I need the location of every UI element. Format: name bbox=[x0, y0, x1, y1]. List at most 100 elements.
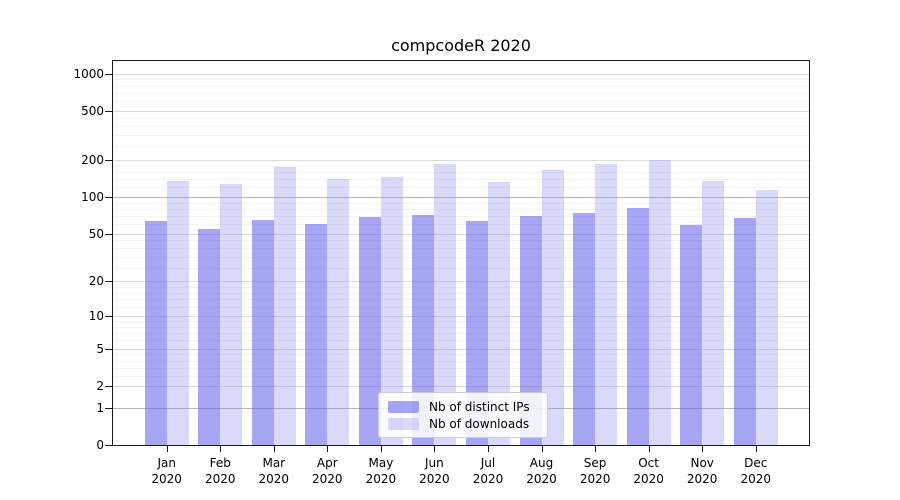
x-tick-month: Jan bbox=[157, 456, 176, 470]
y-tick-mark bbox=[105, 445, 112, 446]
bar-distinct-ips bbox=[358, 216, 381, 445]
grid-major-line bbox=[113, 348, 809, 350]
x-tick-year: 2020 bbox=[312, 472, 343, 486]
x-tick-label: Sep 2020 bbox=[563, 455, 627, 487]
x-tick-year: 2020 bbox=[419, 472, 450, 486]
bar-downloads bbox=[327, 179, 350, 445]
x-tick-year: 2020 bbox=[151, 472, 182, 486]
grid-minor-line bbox=[113, 145, 809, 147]
x-tick-month: Dec bbox=[744, 456, 768, 470]
bar-distinct-ips bbox=[519, 215, 542, 445]
bar-downloads bbox=[541, 170, 564, 445]
x-tick-mark bbox=[273, 446, 275, 452]
grid-minor-line bbox=[113, 360, 809, 362]
grid-major-line bbox=[113, 233, 809, 235]
x-tick-mark bbox=[488, 446, 489, 452]
grid-minor-line bbox=[113, 208, 809, 210]
x-tick-label: Jan 2020 bbox=[135, 455, 199, 487]
x-tick-month: Sep bbox=[583, 456, 607, 470]
bar-distinct-ips bbox=[412, 215, 435, 445]
grid-minor-line bbox=[113, 367, 809, 369]
x-tick-mark bbox=[595, 446, 597, 452]
y-tick-mark bbox=[105, 316, 112, 318]
x-tick-label: Dec 2020 bbox=[724, 455, 788, 487]
grid-major-line bbox=[113, 159, 809, 161]
y-tick-label: 100 bbox=[81, 189, 104, 204]
bar-distinct-ips bbox=[305, 224, 328, 445]
grid-minor-line bbox=[113, 267, 809, 269]
x-tick-month: Apr bbox=[316, 456, 338, 470]
y-tick-mark bbox=[105, 348, 112, 350]
y-tick-mark bbox=[105, 281, 112, 283]
y-tick-label: 2 bbox=[96, 378, 104, 393]
grid-minor-line bbox=[113, 292, 809, 294]
x-tick-label: May 2020 bbox=[349, 455, 413, 487]
y-tick-mark bbox=[105, 233, 112, 235]
bar-distinct-ips bbox=[144, 220, 167, 445]
x-tick-label: Jun 2020 bbox=[402, 455, 466, 487]
legend: Nb of distinct IPs Nb of downloads bbox=[378, 392, 548, 438]
grid-minor-line bbox=[113, 215, 809, 217]
bar-downloads bbox=[488, 181, 510, 445]
y-tick-mark bbox=[105, 196, 112, 198]
x-tick-mark bbox=[755, 446, 757, 452]
x-tick-mark bbox=[702, 446, 704, 452]
y-tick-label: 5 bbox=[96, 341, 104, 356]
bar-distinct-ips bbox=[251, 219, 274, 445]
grid-minor-line bbox=[113, 179, 809, 180]
grid-minor-line bbox=[113, 376, 809, 378]
legend-swatch-downloads bbox=[388, 417, 419, 430]
y-tick-label: 0 bbox=[96, 438, 104, 452]
y-tick-mark bbox=[105, 385, 112, 387]
grid-minor-line bbox=[113, 125, 809, 127]
bar-downloads bbox=[755, 189, 778, 445]
grid-major-line bbox=[113, 73, 809, 75]
grid-minor-line bbox=[113, 187, 809, 189]
x-tick-label: Aug 2020 bbox=[510, 455, 574, 487]
grid-major-line bbox=[113, 385, 809, 387]
grid-minor-line bbox=[113, 240, 809, 242]
x-tick-year: 2020 bbox=[686, 472, 718, 486]
grid-minor-line bbox=[113, 171, 809, 173]
plot-area bbox=[112, 60, 810, 446]
grid-major-line bbox=[113, 196, 809, 198]
x-tick-label: Apr 2020 bbox=[295, 455, 359, 487]
x-tick-mark bbox=[541, 446, 543, 452]
bar-distinct-ips bbox=[198, 228, 221, 445]
legend-swatch-distinct-ips bbox=[388, 400, 419, 413]
legend-label-distinct-ips: Nb of distinct IPs bbox=[429, 399, 530, 414]
x-tick-label: Feb 2020 bbox=[188, 455, 252, 487]
x-tick-month: Nov bbox=[690, 456, 714, 470]
x-tick-mark bbox=[380, 446, 382, 452]
grid-minor-line bbox=[113, 307, 809, 309]
bar-distinct-ips bbox=[680, 224, 703, 445]
grid-minor-line bbox=[113, 286, 809, 288]
x-tick-month: Jun bbox=[425, 456, 444, 470]
y-tick-label: 20 bbox=[88, 274, 104, 289]
y-tick-label: 500 bbox=[81, 103, 104, 118]
bar-downloads bbox=[166, 181, 189, 445]
bar-distinct-ips bbox=[626, 207, 649, 445]
grid-minor-line bbox=[113, 224, 809, 225]
bar-downloads bbox=[380, 177, 403, 445]
grid-major-line bbox=[113, 316, 809, 318]
y-tick-mark bbox=[105, 73, 112, 75]
x-tick-label: Nov 2020 bbox=[670, 455, 734, 487]
x-tick-month: Mar bbox=[262, 456, 286, 470]
grid-major-line bbox=[113, 110, 809, 112]
bar-downloads bbox=[273, 166, 296, 445]
grid-minor-line bbox=[113, 333, 809, 335]
x-tick-month: May bbox=[368, 456, 394, 470]
x-tick-mark bbox=[648, 446, 650, 452]
y-tick-label: 1000 bbox=[73, 66, 104, 81]
x-tick-label: Mar 2020 bbox=[242, 455, 306, 487]
y-tick-label: 50 bbox=[88, 226, 104, 241]
grid-minor-line bbox=[113, 257, 809, 258]
x-tick-year: 2020 bbox=[258, 472, 290, 486]
legend-label-downloads: Nb of downloads bbox=[429, 416, 530, 431]
bar-downloads bbox=[648, 160, 671, 445]
y-tick-mark bbox=[105, 110, 112, 112]
x-tick-month: Feb bbox=[209, 456, 231, 470]
grid-major-line bbox=[113, 281, 809, 283]
grid-minor-line bbox=[113, 340, 809, 342]
